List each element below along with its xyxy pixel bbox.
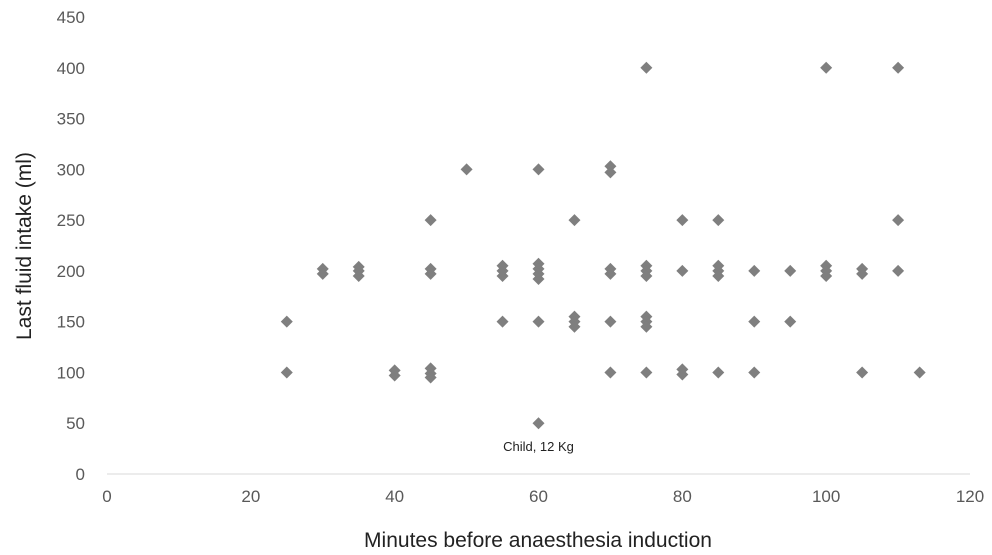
y-tick-label: 200	[57, 262, 85, 281]
data-point	[568, 320, 581, 333]
data-point	[604, 267, 617, 280]
data-point	[604, 315, 617, 328]
data-point	[784, 315, 797, 328]
data-point	[748, 315, 761, 328]
x-tick-label: 100	[812, 487, 840, 506]
data-point	[856, 366, 869, 379]
y-tick-label: 150	[57, 313, 85, 332]
data-point	[496, 315, 509, 328]
data-point	[640, 269, 653, 282]
annotation-label: Child, 12 Kg	[503, 439, 574, 454]
y-tick-label: 450	[57, 8, 85, 27]
data-point	[352, 269, 365, 282]
data-point	[712, 214, 725, 227]
data-point	[460, 163, 473, 176]
x-tick-label: 80	[673, 487, 692, 506]
x-tick-label: 60	[529, 487, 548, 506]
data-point	[604, 160, 617, 173]
x-tick-label: 40	[385, 487, 404, 506]
data-point	[892, 264, 905, 277]
data-point	[424, 371, 437, 384]
y-tick-label: 100	[57, 363, 85, 382]
data-point	[424, 214, 437, 227]
data-point	[892, 214, 905, 227]
data-point	[820, 269, 833, 282]
data-point	[676, 214, 689, 227]
data-point	[532, 163, 545, 176]
data-point	[913, 366, 926, 379]
data-point	[856, 267, 869, 280]
data-points	[280, 61, 926, 430]
y-tick-label: 50	[66, 414, 85, 433]
data-point	[784, 264, 797, 277]
y-tick-label: 250	[57, 211, 85, 230]
y-tick-label: 350	[57, 110, 85, 129]
data-point	[568, 214, 581, 227]
data-point	[604, 166, 617, 179]
data-point	[388, 369, 401, 382]
x-tick-label: 20	[241, 487, 260, 506]
data-point	[280, 315, 293, 328]
data-point	[316, 267, 329, 280]
data-point	[748, 366, 761, 379]
data-point	[640, 320, 653, 333]
x-tick-label: 0	[102, 487, 111, 506]
y-tick-label: 0	[76, 465, 85, 484]
x-tick-label: 120	[956, 487, 984, 506]
data-point	[676, 368, 689, 381]
x-axis-ticks: 0 20 40 60 80 100 120	[102, 487, 984, 506]
y-axis-title: Last fluid intake (ml)	[13, 152, 36, 340]
data-point	[676, 264, 689, 277]
y-tick-label: 300	[57, 160, 85, 179]
annotations: Child, 12 Kg	[503, 439, 574, 454]
data-point	[280, 366, 293, 379]
y-axis-ticks: 0 50 100 150 200 250 300 350 400 450	[57, 8, 85, 484]
data-point	[892, 61, 905, 74]
data-point	[640, 366, 653, 379]
data-point	[532, 417, 545, 430]
data-point	[712, 269, 725, 282]
data-point	[748, 264, 761, 277]
y-tick-label: 400	[57, 59, 85, 78]
data-point	[640, 61, 653, 74]
data-point	[712, 366, 725, 379]
data-point	[496, 269, 509, 282]
data-point	[604, 366, 617, 379]
data-point	[820, 61, 833, 74]
data-point	[532, 273, 545, 286]
x-axis-title: Minutes before anaesthesia induction	[364, 529, 712, 552]
data-point	[532, 315, 545, 328]
data-point	[424, 267, 437, 280]
